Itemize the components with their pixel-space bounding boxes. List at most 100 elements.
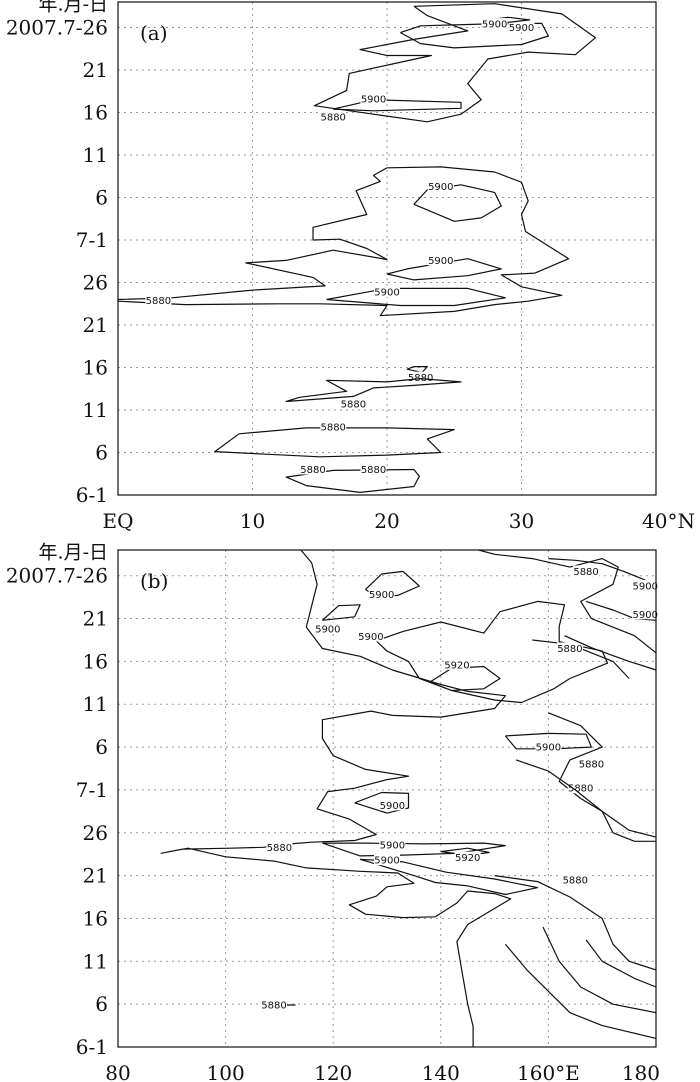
x-tick-label: 120 — [314, 1061, 352, 1082]
contour-5880 — [285, 378, 462, 403]
contour-5900 — [354, 791, 410, 814]
contour-label-bg — [360, 463, 387, 475]
plot-frame — [117, 1, 657, 496]
contour-label-bg — [379, 838, 406, 850]
y-tick-label: 16 — [83, 101, 108, 125]
y-tick-label: 2007.7-26 — [6, 16, 108, 40]
y-tick-label: 16 — [83, 649, 108, 673]
panel-label: (b) — [140, 569, 168, 593]
contour-5900 — [400, 22, 549, 49]
contour-label: 5880 — [300, 465, 325, 476]
y-tick-label: 2007.7-26 — [6, 564, 108, 588]
contour-5900 — [504, 732, 592, 750]
contour-label-bg — [145, 294, 172, 306]
contour-label-bg — [573, 565, 600, 577]
contour-label-bg — [320, 421, 347, 432]
y-tick-label: 6-1 — [76, 1035, 108, 1059]
y-tick-label: 6 — [95, 186, 108, 210]
contour-label-bg — [508, 21, 535, 33]
contour-label-bg — [300, 463, 327, 475]
y-axis-title: 年.月-日 — [39, 542, 108, 564]
contour-label: 5880 — [261, 1001, 286, 1012]
contour-label-bg — [481, 18, 508, 30]
panel-label: (a) — [140, 21, 168, 45]
contour-label: 5900 — [633, 610, 658, 621]
contour-5880 — [160, 549, 512, 1047]
contour-label: 5900 — [369, 590, 394, 601]
contour-5880 — [478, 549, 657, 654]
y-tick-label: 16 — [83, 356, 108, 380]
contour-label: 5900 — [428, 182, 453, 193]
contour-label: 5880 — [320, 112, 345, 123]
y-tick-label: 21 — [83, 864, 108, 888]
contour-label-bg — [374, 854, 400, 866]
contour-label: 5880 — [146, 296, 171, 307]
contour-label: 5880 — [341, 400, 366, 411]
contour-label-bg — [379, 799, 406, 811]
y-tick-label: 6 — [95, 735, 108, 759]
panel-a: 5880590059005900588059005900590058805880… — [6, 0, 695, 533]
x-tick-label: EQ — [103, 509, 134, 533]
y-axis-title: 年.月-日 — [39, 0, 108, 16]
y-tick-label: 11 — [83, 143, 108, 167]
contour-5900 — [585, 939, 657, 988]
y-tick-label: 11 — [83, 398, 108, 422]
contour-label-bg — [320, 110, 347, 122]
y-tick-label: 26 — [83, 271, 108, 295]
contour-label-bg — [357, 630, 384, 642]
x-tick-label: 30 — [509, 509, 534, 533]
contour-5900 — [386, 258, 502, 281]
x-tick-label: 180 — [622, 1061, 660, 1082]
contour-label-bg — [368, 588, 395, 600]
contour-5900 — [564, 635, 657, 671]
contour-label-bg — [340, 398, 367, 410]
contour-label: 5880 — [267, 843, 292, 854]
contour-label-bg — [632, 608, 659, 620]
y-tick-label: 26 — [83, 821, 108, 845]
contour-5900 — [548, 558, 646, 581]
contour-5900 — [321, 604, 361, 621]
y-tick-label: 21 — [83, 58, 108, 82]
contour-label: 5920 — [455, 853, 480, 864]
panel-b: 5880 5880 5900 5900 5900 5920 5900 5900 5900 5920… — [6, 542, 660, 1082]
contour-label: 5880 — [568, 784, 593, 795]
contour-label-bg — [407, 371, 434, 383]
contour-label: 5880 — [361, 465, 386, 476]
contour-5880 — [494, 875, 657, 971]
contour-label-bg — [567, 782, 594, 794]
x-tick-label: 10 — [240, 509, 265, 533]
contour-label-bg — [374, 285, 400, 297]
x-tick-label: 40°N — [642, 509, 695, 533]
contour-5900 — [542, 926, 657, 1014]
y-tick-label: 6 — [95, 992, 108, 1016]
contour-label: 5900 — [380, 840, 405, 851]
x-tick-label: 140 — [422, 1061, 460, 1082]
y-tick-label: 7-1 — [76, 228, 108, 252]
contour-label-bg — [454, 851, 481, 863]
contour-label-bg — [443, 658, 470, 670]
contour-label: 5900 — [536, 743, 561, 754]
contour-label-bg — [427, 180, 454, 192]
y-tick-label: 11 — [83, 692, 108, 716]
contour-label: 5880 — [320, 423, 345, 434]
contour-5880 — [313, 3, 597, 123]
y-tick-label: 6-1 — [76, 483, 108, 507]
contour-label-bg — [261, 999, 288, 1011]
y-tick-label: 16 — [83, 906, 108, 930]
contour-label: 5880 — [557, 644, 582, 655]
contour-label: 5900 — [509, 23, 534, 34]
contour-label: 5900 — [380, 801, 405, 812]
contour-5880 — [515, 759, 657, 838]
contour-label: 5880 — [579, 760, 604, 771]
contour-5900 — [413, 184, 502, 222]
contour-label-bg — [578, 758, 605, 770]
contour-label: 5900 — [315, 624, 340, 635]
contour-label: 5920 — [444, 660, 469, 671]
contour-5880 — [214, 427, 455, 458]
contour-label-bg — [427, 254, 454, 266]
x-tick-label: 20 — [374, 509, 399, 533]
contour-5880 — [548, 712, 656, 842]
contour-label-bg — [535, 741, 562, 753]
contour-5880 — [532, 639, 630, 679]
